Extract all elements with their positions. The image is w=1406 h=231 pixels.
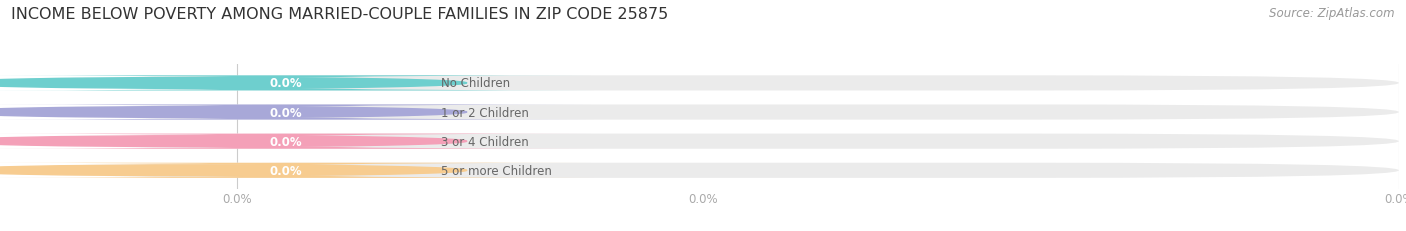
Circle shape: [0, 165, 467, 176]
FancyBboxPatch shape: [0, 134, 368, 149]
Text: INCOME BELOW POVERTY AMONG MARRIED-COUPLE FAMILIES IN ZIP CODE 25875: INCOME BELOW POVERTY AMONG MARRIED-COUPL…: [11, 7, 668, 22]
FancyBboxPatch shape: [7, 76, 1399, 91]
Text: 1 or 2 Children: 1 or 2 Children: [441, 106, 529, 119]
Text: No Children: No Children: [441, 77, 510, 90]
Text: 3 or 4 Children: 3 or 4 Children: [441, 135, 529, 148]
FancyBboxPatch shape: [7, 105, 1399, 120]
Text: 5 or more Children: 5 or more Children: [441, 164, 553, 177]
Text: 0.0%: 0.0%: [270, 106, 302, 119]
Circle shape: [0, 107, 467, 118]
FancyBboxPatch shape: [7, 163, 1399, 178]
FancyBboxPatch shape: [0, 105, 368, 120]
Text: 0.0%: 0.0%: [270, 164, 302, 177]
FancyBboxPatch shape: [0, 105, 593, 120]
FancyBboxPatch shape: [0, 163, 368, 178]
FancyBboxPatch shape: [0, 76, 368, 91]
Text: 0.0%: 0.0%: [270, 135, 302, 148]
Circle shape: [0, 136, 467, 147]
Circle shape: [0, 78, 467, 89]
FancyBboxPatch shape: [0, 134, 593, 149]
Text: 0.0%: 0.0%: [270, 77, 302, 90]
FancyBboxPatch shape: [7, 134, 1399, 149]
Text: Source: ZipAtlas.com: Source: ZipAtlas.com: [1270, 7, 1395, 20]
FancyBboxPatch shape: [0, 163, 593, 178]
FancyBboxPatch shape: [0, 76, 593, 91]
